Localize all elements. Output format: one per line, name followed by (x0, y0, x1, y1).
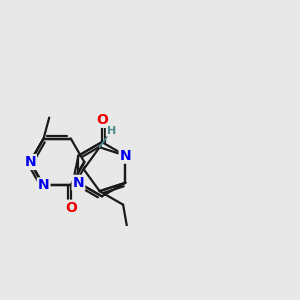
Text: O: O (96, 113, 108, 127)
Text: N: N (24, 155, 36, 169)
Text: N: N (38, 178, 50, 193)
Text: H: H (107, 126, 116, 136)
Text: N: N (120, 148, 131, 163)
Text: N: N (73, 176, 84, 190)
Text: O: O (65, 201, 77, 215)
